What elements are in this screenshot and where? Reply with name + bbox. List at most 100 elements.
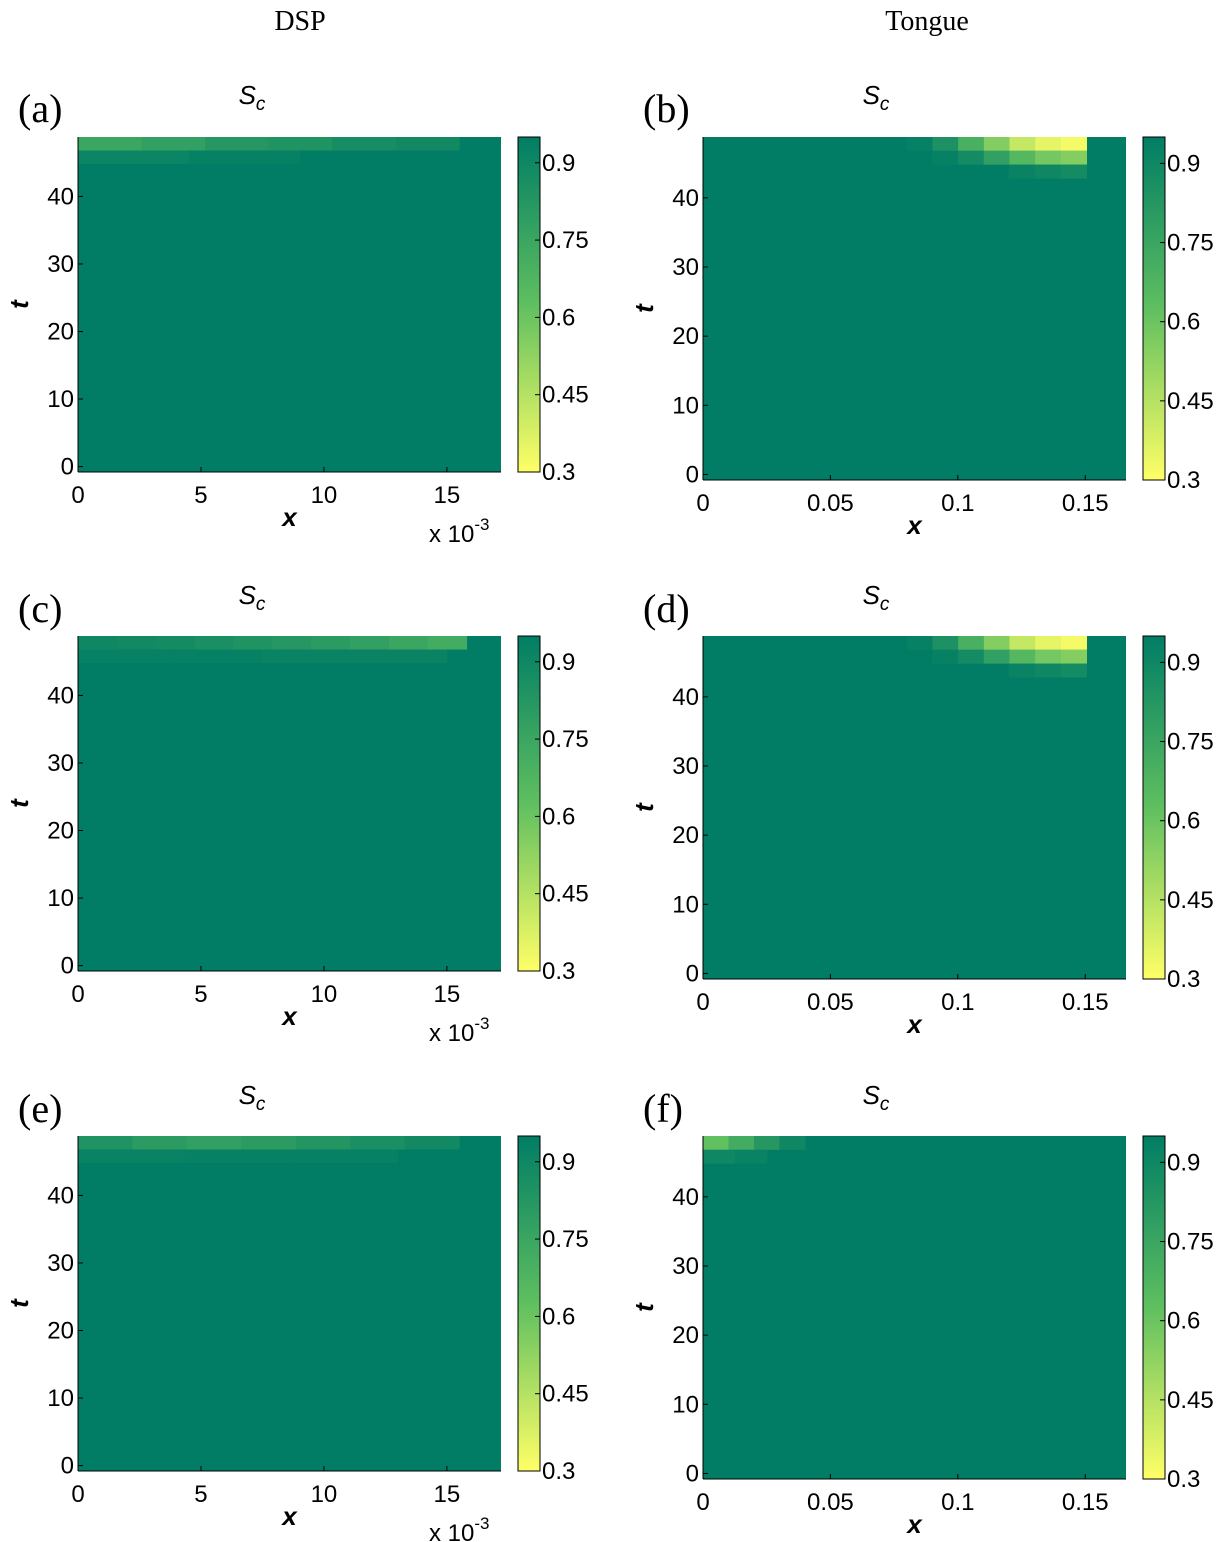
heatmap-background bbox=[78, 1136, 501, 1471]
x-tick-label: 10 bbox=[311, 981, 338, 1008]
y-tick-label: 10 bbox=[47, 885, 74, 912]
x-tick-label: 0.05 bbox=[807, 490, 854, 517]
y-tick-label: 40 bbox=[672, 684, 699, 711]
colorbar-tick-label: 0.45 bbox=[1167, 887, 1214, 914]
heatmap-cell bbox=[295, 1136, 351, 1150]
x-axis-label: x bbox=[280, 1501, 298, 1531]
heatmap-cell bbox=[268, 137, 333, 151]
x-axis-label: x bbox=[280, 1001, 298, 1031]
colorbar-tick-label: 0.6 bbox=[1167, 309, 1200, 336]
panel-letter-d: (d) bbox=[643, 586, 690, 631]
colorbar-tick-label: 0.75 bbox=[542, 726, 589, 753]
panel-title-subscript: c bbox=[255, 94, 266, 116]
panel-title-subscript: c bbox=[255, 594, 266, 616]
y-tick-label: 10 bbox=[47, 1385, 74, 1412]
heatmap-background bbox=[78, 137, 501, 472]
panel-title-main: S bbox=[862, 580, 880, 610]
heatmap-cell bbox=[155, 636, 196, 650]
x-axis-multiplier-base: x 10 bbox=[429, 1520, 474, 1542]
panel-title-main: S bbox=[238, 1080, 256, 1110]
heatmap-background bbox=[703, 1136, 1126, 1479]
colorbar-tick-label: 0.45 bbox=[542, 1381, 589, 1408]
heatmap-cell bbox=[753, 1136, 780, 1150]
heatmap-cell bbox=[1008, 663, 1036, 678]
colorbar bbox=[517, 136, 541, 473]
heatmap-cell bbox=[983, 649, 1010, 664]
y-tick-label: 20 bbox=[47, 319, 74, 346]
y-tick-label: 10 bbox=[47, 386, 74, 413]
heatmap-cell bbox=[395, 137, 460, 151]
heatmap-cell bbox=[78, 649, 171, 664]
panel-letter-a: (a) bbox=[18, 86, 63, 131]
y-tick-label: 30 bbox=[47, 750, 74, 777]
y-tick-label: 30 bbox=[47, 1250, 74, 1277]
x-axis-multiplier-base: x 10 bbox=[429, 1020, 474, 1047]
colorbar-tick-label: 0.9 bbox=[542, 150, 575, 177]
heatmap-cell bbox=[779, 1136, 806, 1150]
colorbar bbox=[1142, 635, 1166, 980]
heatmap-cell bbox=[906, 636, 934, 650]
colorbar-tick-label: 0.45 bbox=[542, 382, 589, 409]
y-tick-label: 30 bbox=[672, 753, 699, 780]
colorbar-tick-label: 0.45 bbox=[542, 881, 589, 908]
heatmap-cell bbox=[703, 1149, 736, 1164]
x-tick-label: 10 bbox=[311, 482, 338, 509]
panel-title-f: Sc bbox=[836, 1080, 916, 1116]
heatmap-cell bbox=[116, 636, 157, 650]
heatmap-cell bbox=[170, 649, 263, 664]
x-tick-label: 10 bbox=[311, 1481, 338, 1508]
panel-letter-f: (f) bbox=[643, 1086, 683, 1131]
panel-title-main: S bbox=[238, 580, 256, 610]
y-tick-label: 0 bbox=[686, 461, 699, 488]
x-tick-label: 0 bbox=[71, 981, 84, 1008]
x-axis-label: x bbox=[280, 502, 298, 532]
heatmap-cell bbox=[1060, 137, 1088, 151]
heatmap-cell bbox=[932, 150, 959, 165]
y-tick-label: 20 bbox=[47, 818, 74, 845]
colorbar bbox=[1142, 1135, 1166, 1480]
heatmap-cell bbox=[233, 636, 273, 650]
colorbar-tick-label: 0.45 bbox=[1167, 1387, 1214, 1414]
heatmap-cell bbox=[427, 636, 468, 650]
heatmap-background bbox=[78, 636, 501, 971]
heatmap-cell bbox=[332, 137, 397, 151]
x-tick-label: 0 bbox=[696, 1489, 709, 1516]
y-tick-label: 10 bbox=[672, 891, 699, 918]
heatmap-cell bbox=[205, 137, 270, 151]
heatmap-cell bbox=[1060, 636, 1088, 650]
heatmap-cell bbox=[1035, 137, 1062, 151]
panel-title-subscript: c bbox=[879, 1094, 890, 1116]
x-tick-label: 0.1 bbox=[941, 490, 974, 517]
colorbar bbox=[1142, 136, 1166, 481]
y-tick-label: 40 bbox=[672, 1184, 699, 1211]
panel-title-c: Sc bbox=[212, 580, 292, 616]
heatmap-cell bbox=[1035, 150, 1062, 165]
colorbar-tick-label: 0.6 bbox=[542, 304, 575, 331]
heatmap-cell bbox=[184, 1149, 292, 1164]
colorbar-tick-label: 0.75 bbox=[1167, 230, 1214, 257]
x-tick-label: 15 bbox=[434, 482, 461, 509]
y-tick-label: 30 bbox=[47, 251, 74, 278]
x-tick-label: 0 bbox=[71, 482, 84, 509]
heatmap-cell bbox=[354, 649, 448, 664]
x-tick-label: 0.15 bbox=[1062, 490, 1109, 517]
heatmap-cell bbox=[703, 1136, 729, 1150]
heatmap-cell bbox=[734, 1149, 768, 1164]
y-axis-label: t bbox=[4, 798, 34, 808]
heatmap-cell bbox=[1060, 164, 1088, 179]
colorbar-tick-label: 0.75 bbox=[542, 227, 589, 254]
colorbar-tick-label: 0.3 bbox=[1167, 966, 1200, 993]
heatmap-cell bbox=[958, 649, 985, 664]
colorbar-tick-label: 0.75 bbox=[1167, 729, 1214, 756]
heatmap-cell bbox=[194, 636, 234, 650]
y-tick-label: 0 bbox=[686, 1460, 699, 1487]
heatmap-cell bbox=[141, 137, 206, 151]
x-axis-label: x bbox=[905, 1009, 923, 1039]
x-tick-label: 15 bbox=[434, 1481, 461, 1508]
y-tick-label: 40 bbox=[47, 682, 74, 709]
panel-title-main: S bbox=[862, 80, 880, 110]
heatmap-cell bbox=[272, 636, 312, 650]
